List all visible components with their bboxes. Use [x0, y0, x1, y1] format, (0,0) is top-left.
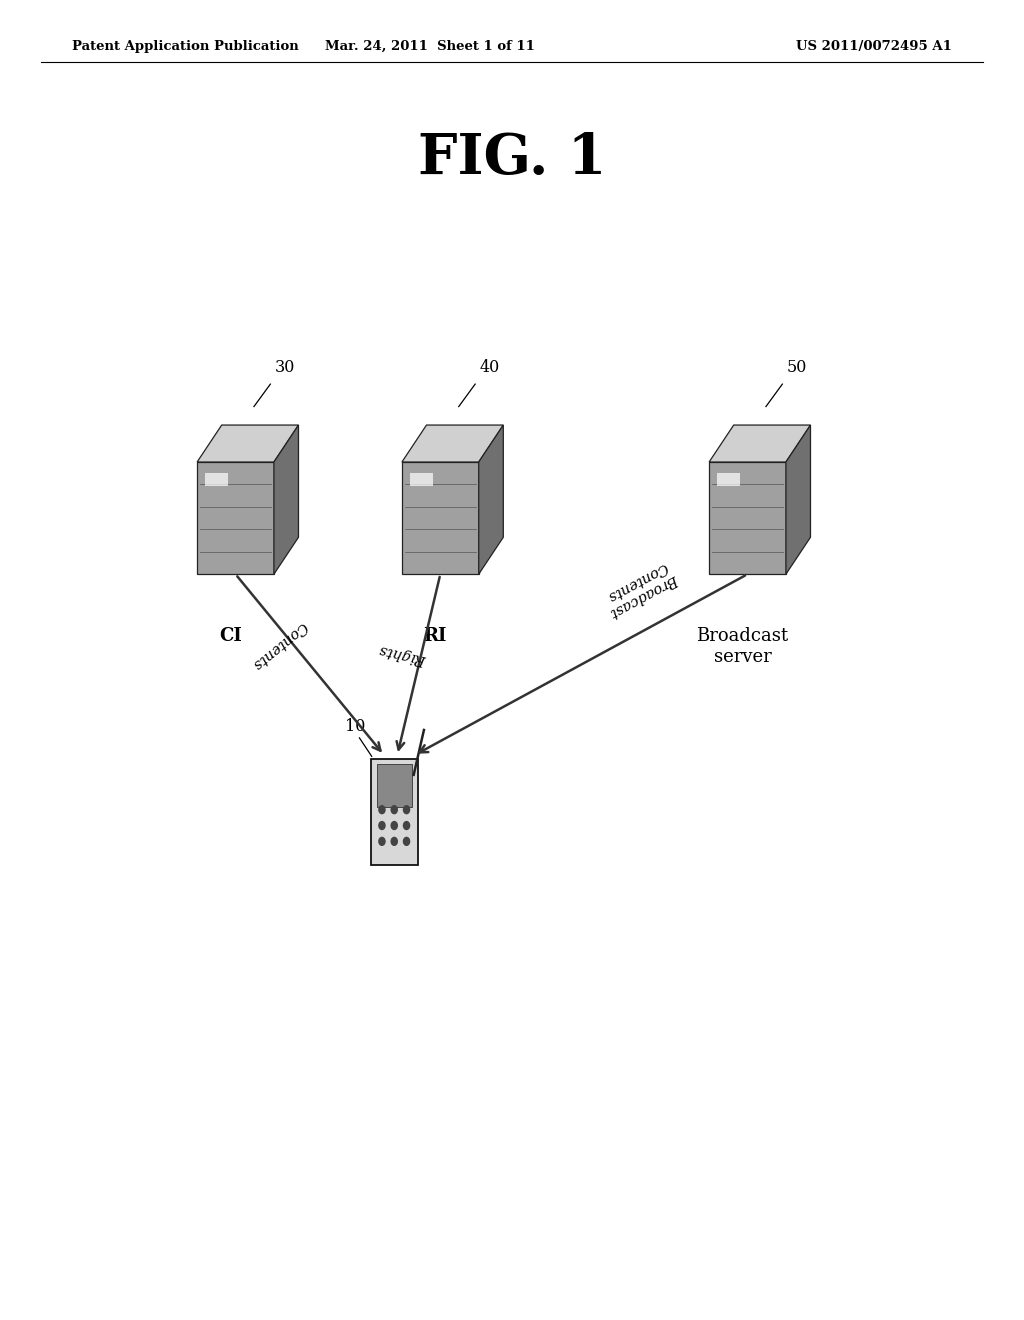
Text: Patent Application Publication: Patent Application Publication	[72, 40, 298, 53]
Polygon shape	[709, 462, 786, 574]
Bar	[717, 473, 739, 486]
Polygon shape	[197, 462, 274, 574]
Text: Mar. 24, 2011  Sheet 1 of 11: Mar. 24, 2011 Sheet 1 of 11	[326, 40, 535, 53]
Text: Contents: Contents	[249, 618, 309, 672]
Text: FIG. 1: FIG. 1	[418, 131, 606, 186]
Polygon shape	[197, 425, 299, 462]
Bar	[410, 473, 433, 486]
Bar	[377, 764, 412, 807]
Circle shape	[391, 821, 397, 829]
Circle shape	[403, 821, 410, 829]
Text: Broadcast
Contents: Broadcast Contents	[600, 557, 681, 619]
Text: RI: RI	[424, 627, 446, 645]
Circle shape	[403, 837, 410, 845]
Text: Rights: Rights	[379, 642, 428, 667]
Text: US 2011/0072495 A1: US 2011/0072495 A1	[797, 40, 952, 53]
Polygon shape	[709, 425, 811, 462]
Text: 50: 50	[786, 359, 807, 376]
Circle shape	[391, 837, 397, 845]
Circle shape	[379, 821, 385, 829]
Text: Broadcast
server: Broadcast server	[696, 627, 788, 665]
Text: 10: 10	[345, 718, 366, 735]
Polygon shape	[786, 425, 811, 574]
Text: 40: 40	[479, 359, 500, 376]
Text: 30: 30	[274, 359, 295, 376]
Polygon shape	[401, 425, 504, 462]
Polygon shape	[401, 462, 478, 574]
Circle shape	[391, 805, 397, 813]
Circle shape	[403, 805, 410, 813]
Bar	[205, 473, 227, 486]
Text: CI: CI	[219, 627, 242, 645]
Polygon shape	[478, 425, 504, 574]
Circle shape	[379, 805, 385, 813]
Bar	[371, 759, 418, 865]
Circle shape	[379, 837, 385, 845]
Polygon shape	[274, 425, 299, 574]
